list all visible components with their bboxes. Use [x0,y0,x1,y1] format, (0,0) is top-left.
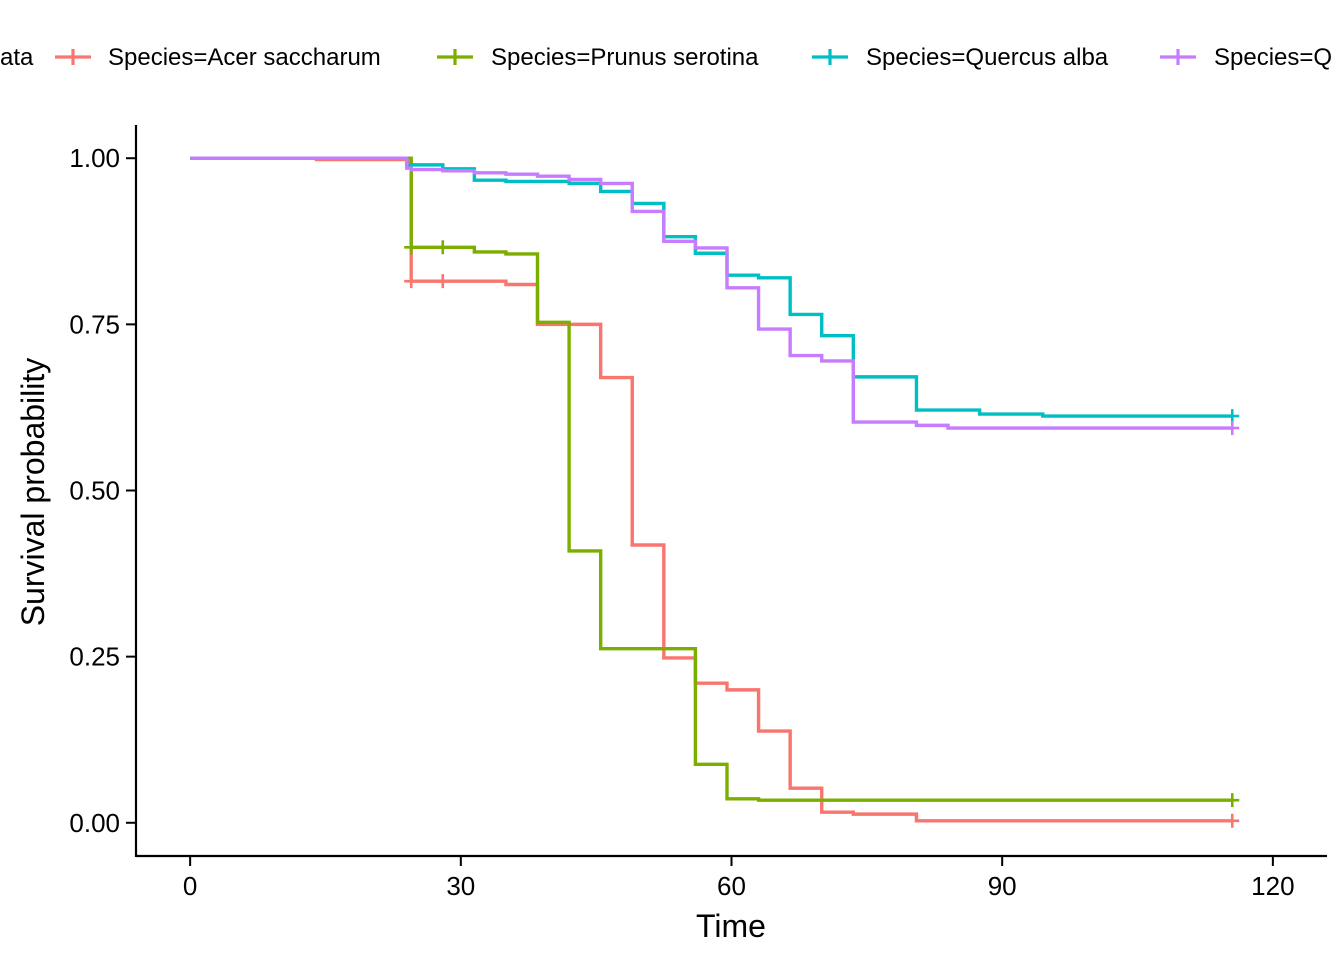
survival-curve-3 [190,156,1233,418]
legend-label-4: Species=Q [1214,44,1332,71]
x-ticks: 0 30 60 90 120 [183,856,1295,901]
legend-label-0: ata [0,44,34,71]
legend-key-3 [812,49,848,65]
legend-label-1: Species=Acer saccharum [108,44,381,71]
x-tick-label: 0 [183,871,197,901]
censor-mark [435,240,450,255]
y-tick-label: 0.50 [69,476,120,506]
censor-mark [1225,409,1240,424]
y-axis-title: Survival probability [15,358,51,627]
legend-label-2: Species=Prunus serotina [491,44,759,71]
legend: ata Species=Acer saccharum Species=Prunus … [0,44,1332,71]
y-tick-label: 0.25 [69,642,120,672]
censor-mark [1225,793,1240,808]
y-ticks: 0.00 0.25 0.50 0.75 1.00 [69,143,136,838]
survival-curve-1 [190,156,1233,823]
survival-curves [190,156,1240,828]
y-tick-label: 0.00 [69,808,120,838]
x-tick-label: 60 [717,871,746,901]
x-tick-label: 30 [446,871,475,901]
censor-mark [404,240,419,255]
y-tick-label: 1.00 [69,143,120,173]
censor-mark [404,274,419,289]
y-tick-label: 0.75 [69,309,120,339]
survival-curve-4 [190,156,1233,430]
x-tick-label: 120 [1251,871,1294,901]
x-axis-title: Time [696,908,766,944]
legend-label-3: Species=Quercus alba [866,44,1109,71]
survival-curve-2 [190,156,1233,802]
legend-key-2 [437,49,473,65]
censor-mark [1225,421,1240,436]
legend-key-4 [1160,49,1196,65]
censor-mark [1225,813,1240,828]
censor-mark [435,274,450,289]
axes [134,125,1327,858]
legend-key-1 [55,49,91,65]
x-tick-label: 90 [988,871,1017,901]
